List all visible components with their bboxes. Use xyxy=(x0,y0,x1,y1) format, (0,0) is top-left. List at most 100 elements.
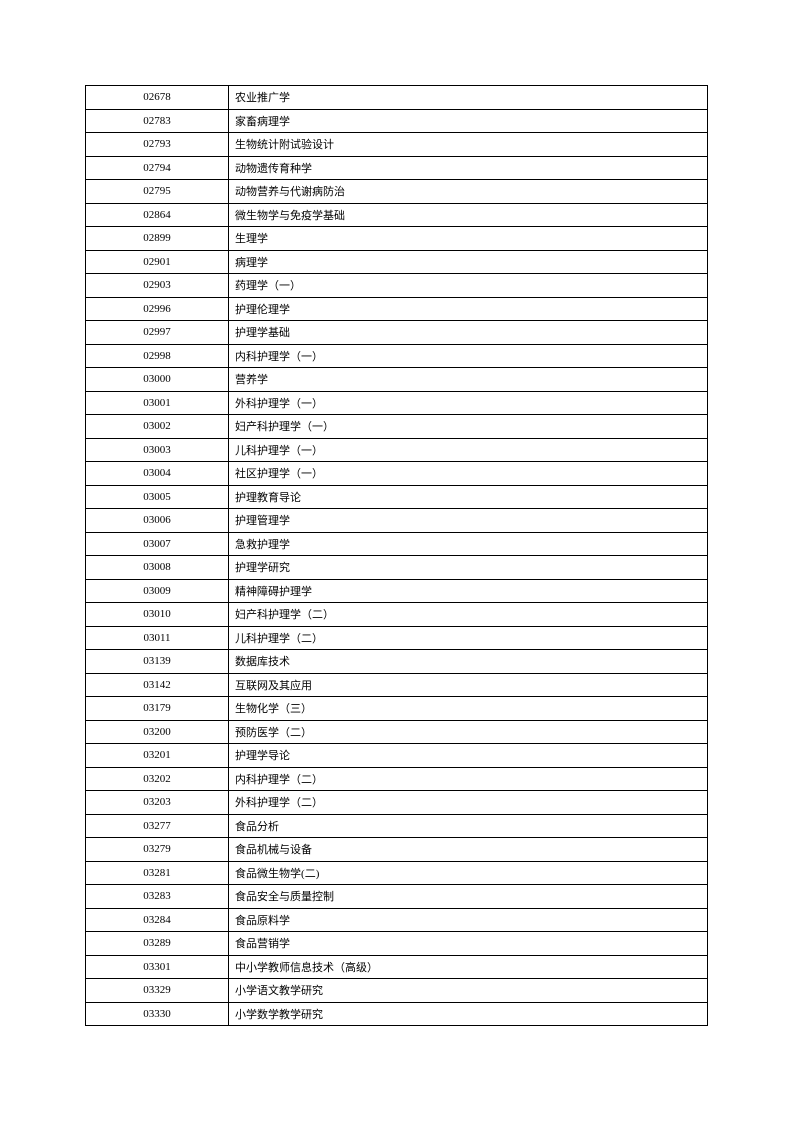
table-row: 03004社区护理学（一） xyxy=(86,462,708,486)
course-name-cell: 护理教育导论 xyxy=(229,485,708,509)
table-row: 03009精神障碍护理学 xyxy=(86,579,708,603)
table-row: 03005护理教育导论 xyxy=(86,485,708,509)
course-code-cell: 03283 xyxy=(86,885,229,909)
course-code-cell: 02678 xyxy=(86,86,229,110)
course-code-cell: 03006 xyxy=(86,509,229,533)
course-name-cell: 生物化学（三） xyxy=(229,697,708,721)
table-row: 03202内科护理学（二） xyxy=(86,767,708,791)
table-row: 02899生理学 xyxy=(86,227,708,251)
table-row: 03289食品营销学 xyxy=(86,932,708,956)
course-name-cell: 护理学研究 xyxy=(229,556,708,580)
course-code-cell: 02998 xyxy=(86,344,229,368)
course-code-cell: 02794 xyxy=(86,156,229,180)
course-name-cell: 护理管理学 xyxy=(229,509,708,533)
course-table-body: 02678农业推广学02783家畜病理学02793生物统计附试验设计02794动… xyxy=(86,86,708,1026)
course-code-cell: 03142 xyxy=(86,673,229,697)
course-code-cell: 02901 xyxy=(86,250,229,274)
course-code-cell: 03281 xyxy=(86,861,229,885)
course-code-cell: 03203 xyxy=(86,791,229,815)
table-row: 02793生物统计附试验设计 xyxy=(86,133,708,157)
course-name-cell: 生物统计附试验设计 xyxy=(229,133,708,157)
table-row: 02903药理学（一） xyxy=(86,274,708,298)
table-row: 03200预防医学（二） xyxy=(86,720,708,744)
course-code-cell: 02864 xyxy=(86,203,229,227)
course-name-cell: 外科护理学（二） xyxy=(229,791,708,815)
table-row: 03329小学语文教学研究 xyxy=(86,979,708,1003)
course-name-cell: 社区护理学（一） xyxy=(229,462,708,486)
course-name-cell: 食品分析 xyxy=(229,814,708,838)
course-name-cell: 病理学 xyxy=(229,250,708,274)
table-row: 03011儿科护理学（二） xyxy=(86,626,708,650)
course-name-cell: 食品安全与质量控制 xyxy=(229,885,708,909)
course-code-cell: 03000 xyxy=(86,368,229,392)
course-code-cell: 03001 xyxy=(86,391,229,415)
course-name-cell: 内科护理学（二） xyxy=(229,767,708,791)
course-name-cell: 食品微生物学(二) xyxy=(229,861,708,885)
table-row: 03001外科护理学（一） xyxy=(86,391,708,415)
course-name-cell: 儿科护理学（一） xyxy=(229,438,708,462)
course-code-cell: 03201 xyxy=(86,744,229,768)
table-row: 03008护理学研究 xyxy=(86,556,708,580)
course-name-cell: 生理学 xyxy=(229,227,708,251)
course-code-cell: 02903 xyxy=(86,274,229,298)
course-name-cell: 食品原料学 xyxy=(229,908,708,932)
course-code-cell: 03284 xyxy=(86,908,229,932)
course-name-cell: 食品机械与设备 xyxy=(229,838,708,862)
table-row: 03179生物化学（三） xyxy=(86,697,708,721)
course-name-cell: 小学语文教学研究 xyxy=(229,979,708,1003)
course-code-cell: 03202 xyxy=(86,767,229,791)
course-code-cell: 03011 xyxy=(86,626,229,650)
course-name-cell: 外科护理学（一） xyxy=(229,391,708,415)
table-row: 03330小学数学教学研究 xyxy=(86,1002,708,1026)
table-row: 03139数据库技术 xyxy=(86,650,708,674)
course-code-cell: 03329 xyxy=(86,979,229,1003)
course-name-cell: 急救护理学 xyxy=(229,532,708,556)
course-name-cell: 精神障碍护理学 xyxy=(229,579,708,603)
course-name-cell: 动物遗传育种学 xyxy=(229,156,708,180)
table-row: 03277食品分析 xyxy=(86,814,708,838)
table-row: 03283食品安全与质量控制 xyxy=(86,885,708,909)
table-row: 02795动物营养与代谢病防治 xyxy=(86,180,708,204)
course-name-cell: 数据库技术 xyxy=(229,650,708,674)
table-row: 03281食品微生物学(二) xyxy=(86,861,708,885)
course-code-cell: 03008 xyxy=(86,556,229,580)
course-name-cell: 护理学基础 xyxy=(229,321,708,345)
table-row: 03003儿科护理学（一） xyxy=(86,438,708,462)
table-row: 02998内科护理学（一） xyxy=(86,344,708,368)
course-code-cell: 02997 xyxy=(86,321,229,345)
course-name-cell: 食品营销学 xyxy=(229,932,708,956)
table-row: 03000营养学 xyxy=(86,368,708,392)
course-name-cell: 药理学（一） xyxy=(229,274,708,298)
course-code-cell: 03139 xyxy=(86,650,229,674)
course-name-cell: 小学数学教学研究 xyxy=(229,1002,708,1026)
course-name-cell: 营养学 xyxy=(229,368,708,392)
course-table: 02678农业推广学02783家畜病理学02793生物统计附试验设计02794动… xyxy=(85,85,708,1026)
course-code-cell: 03301 xyxy=(86,955,229,979)
table-row: 03279食品机械与设备 xyxy=(86,838,708,862)
course-code-cell: 03200 xyxy=(86,720,229,744)
course-name-cell: 妇产科护理学（一） xyxy=(229,415,708,439)
course-name-cell: 护理伦理学 xyxy=(229,297,708,321)
course-code-cell: 02793 xyxy=(86,133,229,157)
table-row: 03002妇产科护理学（一） xyxy=(86,415,708,439)
course-name-cell: 妇产科护理学（二） xyxy=(229,603,708,627)
course-name-cell: 微生物学与免疫学基础 xyxy=(229,203,708,227)
table-row: 02783家畜病理学 xyxy=(86,109,708,133)
course-name-cell: 家畜病理学 xyxy=(229,109,708,133)
course-code-cell: 03002 xyxy=(86,415,229,439)
course-code-cell: 02996 xyxy=(86,297,229,321)
course-code-cell: 02899 xyxy=(86,227,229,251)
table-row: 02996护理伦理学 xyxy=(86,297,708,321)
table-row: 03284食品原料学 xyxy=(86,908,708,932)
table-row: 03010妇产科护理学（二） xyxy=(86,603,708,627)
table-row: 02901病理学 xyxy=(86,250,708,274)
course-code-cell: 03277 xyxy=(86,814,229,838)
table-row: 03142互联网及其应用 xyxy=(86,673,708,697)
course-name-cell: 护理学导论 xyxy=(229,744,708,768)
table-row: 03006护理管理学 xyxy=(86,509,708,533)
course-code-cell: 03005 xyxy=(86,485,229,509)
course-name-cell: 内科护理学（一） xyxy=(229,344,708,368)
course-code-cell: 03330 xyxy=(86,1002,229,1026)
course-code-cell: 02783 xyxy=(86,109,229,133)
course-code-cell: 03289 xyxy=(86,932,229,956)
